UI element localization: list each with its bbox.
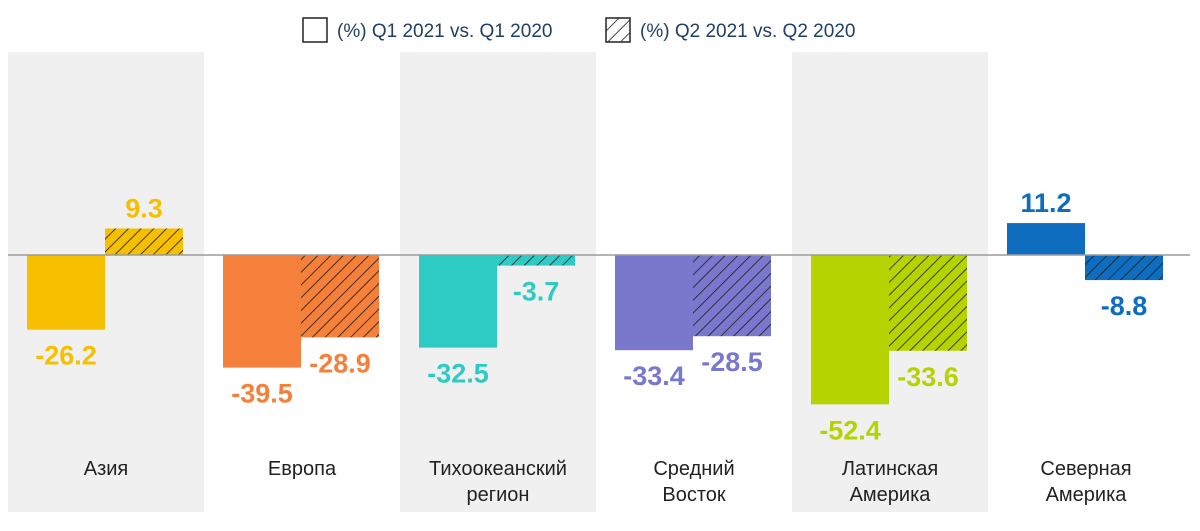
legend-swatch-solid — [302, 17, 328, 43]
data-label: -26.2 — [35, 341, 97, 371]
data-label: -3.7 — [513, 277, 560, 307]
category-label: Восток — [662, 484, 726, 506]
bar — [497, 255, 575, 266]
bar — [1007, 223, 1085, 255]
category-label: регион — [467, 484, 530, 506]
bar — [811, 255, 889, 405]
category-label: Америка — [850, 484, 932, 506]
value-labels: -26.2 9.3 -39.5 -28.9 -32.5 -3.7 -33.4 -28.5 -52… — [35, 188, 1147, 445]
legend-label-q1: (%) Q1 2021 vs. Q1 2020 — [337, 21, 552, 42]
data-label: -33.6 — [897, 362, 959, 392]
legend-swatch-hatched — [605, 17, 631, 43]
legend: (%) Q1 2021 vs. Q1 2020 (%) Q2 2021 vs. … — [302, 17, 855, 43]
data-label: -32.5 — [427, 359, 489, 389]
bar — [301, 255, 379, 338]
bar — [105, 228, 183, 255]
bar — [693, 255, 771, 337]
bar — [223, 255, 301, 368]
category-label: Америка — [1046, 484, 1128, 506]
category-label: Северная — [1040, 458, 1131, 480]
data-label: -52.4 — [819, 415, 881, 445]
data-label: -28.9 — [309, 348, 371, 378]
category-labels: Азия Европа Тихоокеанский регион Средний Вост… — [84, 458, 1132, 506]
data-label: -39.5 — [231, 379, 293, 409]
bars — [27, 223, 1163, 405]
bar — [615, 255, 693, 351]
category-label: Тихоокеанский — [429, 458, 567, 480]
category-label: Европа — [268, 458, 337, 480]
data-label: 9.3 — [125, 193, 163, 223]
legend-label-q2: (%) Q2 2021 vs. Q2 2020 — [640, 21, 855, 42]
data-label: -33.4 — [623, 361, 685, 391]
data-label: -28.5 — [701, 347, 763, 377]
category-label: Азия — [84, 458, 129, 480]
bar — [1085, 255, 1163, 281]
bar — [419, 255, 497, 348]
data-label: 11.2 — [1020, 188, 1071, 218]
category-label: Средний — [653, 458, 734, 480]
bar — [27, 255, 105, 330]
bar — [889, 255, 967, 351]
data-label: -8.8 — [1101, 291, 1148, 321]
category-label: Латинская — [842, 458, 938, 480]
